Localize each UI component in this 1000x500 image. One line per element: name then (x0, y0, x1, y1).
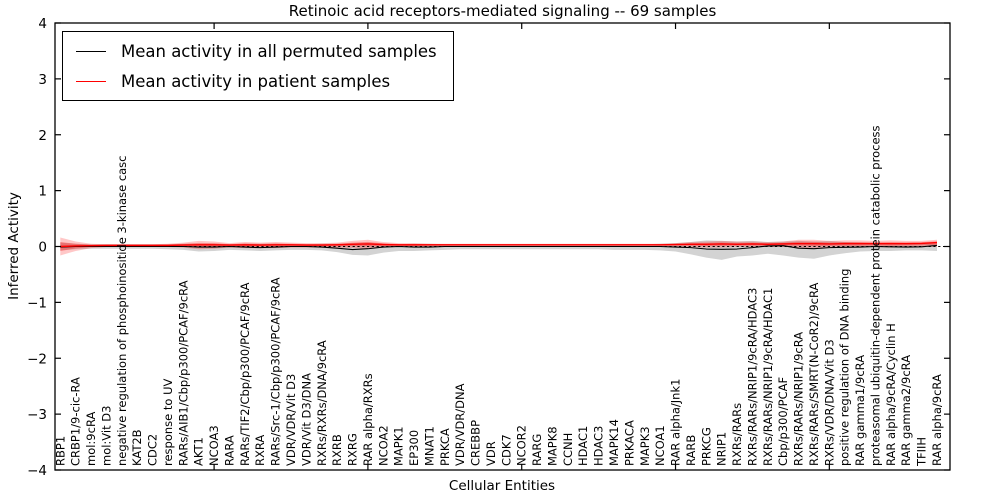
x-tick-label: NCOR2 (515, 425, 529, 466)
x-tick-label: EP300 (407, 430, 421, 466)
x-tick-label: MAPK1 (392, 426, 406, 466)
y-tick-label: −4 (27, 463, 47, 479)
x-tick-label: VDR (484, 441, 498, 466)
y-tick-label: 3 (38, 72, 47, 88)
x-tick-label: MAPK8 (545, 426, 559, 466)
legend-entry-permuted: Mean activity in all permuted samples (76, 39, 437, 63)
x-tick-label: RXRA (253, 435, 267, 466)
x-tick-label: RXRs/RARs/NRIP1/9cRA/HDAC3 (745, 288, 759, 466)
x-tick-label: CCNH (561, 433, 575, 466)
x-tick-label: VDR/Vit D3/DNA (299, 373, 313, 466)
x-tick-label: NCOA1 (653, 425, 667, 466)
x-tick-label: Cbp/p300/PCAF (776, 377, 790, 466)
x-tick-label: CREBBP (469, 420, 483, 466)
x-tick-label: RARA (222, 435, 236, 466)
x-tick-label: PRKCA (438, 428, 452, 466)
patient-band (60, 237, 938, 256)
x-tick-label: TFIIH (915, 437, 929, 467)
y-tick-label: 4 (38, 16, 47, 32)
x-tick-label: RAR alpha/9cRA/Cyclin H (884, 323, 898, 466)
x-tick-label: VDR/VDR/DNA (453, 383, 467, 466)
x-tick-label: RXRs/RXRs/DNA/9cRA (315, 340, 329, 466)
legend-label-patient: Mean activity in patient samples (121, 71, 391, 91)
x-tick-label: mol:9cRA (84, 412, 98, 466)
x-tick-label: RAR alpha/RXRs (361, 373, 375, 466)
x-tick-label: AKT1 (192, 437, 206, 466)
x-tick-label: RXRs/RARs/SMRT(N-CoR2)/9cRA (807, 282, 821, 466)
x-tick-label: HDAC1 (576, 426, 590, 466)
x-tick-label: RAR alpha/9cRA (930, 374, 944, 466)
x-tick-label: PRKCG (699, 427, 713, 466)
x-tick-label: MAPK14 (607, 419, 621, 466)
y-tick-label: −2 (27, 351, 47, 367)
x-tick-label: RXRs/RARs/NRIP1/9cRA/HDAC1 (761, 288, 775, 466)
y-tick-label: 1 (38, 184, 47, 200)
x-tick-label: PRKACA (622, 420, 636, 466)
x-tick-label: CDK7 (499, 434, 513, 466)
x-tick-label: RAR alpha/Jnk1 (669, 379, 683, 466)
x-tick-label: CRBP1/9-cic-RA (69, 377, 83, 466)
patient-line-swatch (76, 80, 106, 82)
x-tick-label: RAR gamma2/9cRA (899, 355, 913, 466)
x-tick-label: RARs/TIF2/Cbp/p300/PCAF/9cRA (238, 282, 252, 466)
x-tick-label: positive regulation of DNA binding (838, 269, 852, 466)
x-tick-label: MNAT1 (422, 426, 436, 466)
mean-patient-line (60, 241, 938, 248)
x-tick-label: NCOA2 (376, 425, 390, 466)
chart-title: Retinoic acid receptors-mediated signali… (288, 2, 717, 20)
x-tick-label: HDAC3 (592, 426, 606, 466)
x-tick-label: NRIP1 (715, 432, 729, 466)
y-tick-label: 2 (38, 128, 47, 144)
legend-label-permuted: Mean activity in all permuted samples (121, 41, 437, 61)
x-tick-label: RXRs/RARs (730, 403, 744, 466)
x-tick-label: MAPK3 (638, 426, 652, 466)
y-tick-label: −3 (27, 407, 47, 423)
x-tick-label: mol:Vit D3 (99, 406, 113, 466)
x-tick-label: RXRs/RARs/NRIP1/9cRA (792, 332, 806, 466)
x-axis-label: Cellular Entities (448, 478, 556, 494)
y-axis-label: Inferred Activity (6, 192, 22, 300)
x-tick-label: CDC2 (146, 434, 160, 466)
legend-entry-patient: Mean activity in patient samples (76, 69, 437, 93)
x-tick-label: proteasomal ubiquitin-dependent protein … (868, 125, 882, 466)
legend-box: Mean activity in all permuted samples Me… (62, 31, 454, 101)
x-tick-label: RXRs/VDR/DNA/Vit D3 (822, 339, 836, 466)
x-tick-label: KAT2B (130, 429, 144, 466)
x-tick-label: negative regulation of phosphoinositide … (115, 156, 129, 467)
x-tick-label: VDR/VDR/Vit D3 (284, 374, 298, 466)
x-tick-label: RARs/AIB1/Cbp/p300/PCAF/9cRA (176, 280, 190, 466)
x-tick-label: RXRG (346, 433, 360, 466)
x-tick-label: RAR gamma1/9cRA (853, 355, 867, 466)
x-tick-label: RARB (684, 435, 698, 466)
x-tick-label: NCOA3 (207, 425, 221, 466)
y-tick-label: 0 (38, 240, 47, 256)
x-tick-label: response to UV (161, 378, 175, 466)
x-tick-label: RARG (530, 434, 544, 466)
mean-permuted-line (60, 244, 938, 251)
x-tick-label: RARs/Src-1/Cbp/p300/PCAF/9cRA (269, 277, 283, 466)
y-tick-label: −1 (27, 295, 47, 311)
x-tick-label: RBP1 (53, 436, 67, 466)
permuted-line-swatch (76, 50, 106, 52)
x-tick-label: RXRB (330, 434, 344, 466)
